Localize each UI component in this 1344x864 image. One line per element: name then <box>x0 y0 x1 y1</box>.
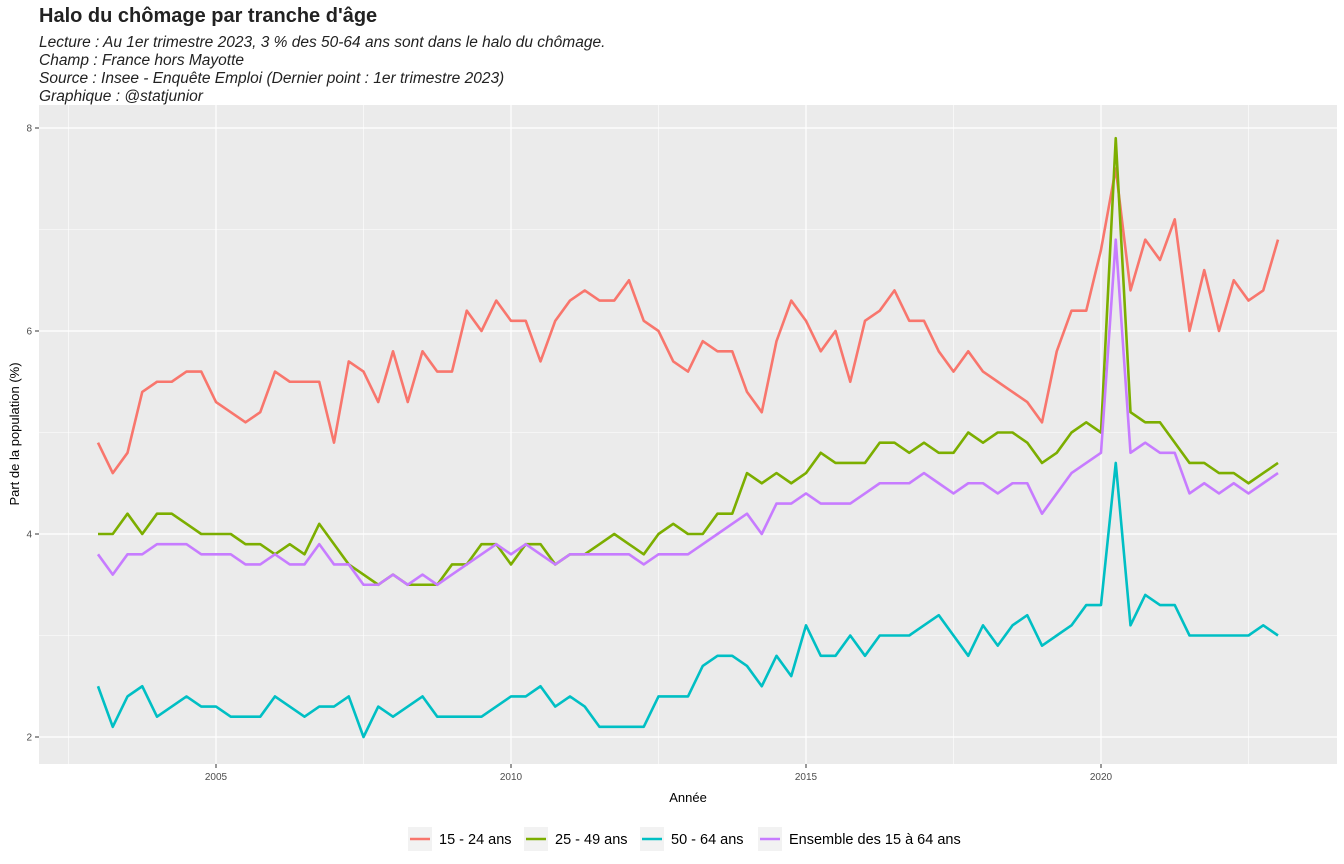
x-axis-title: Année <box>669 790 707 805</box>
series-line-3 <box>96 461 1279 739</box>
x-tick-label: 2005 <box>205 772 228 783</box>
chart-title: Halo du chômage par tranche d'âge <box>39 5 378 27</box>
legend-label: 50 - 64 ans <box>671 832 744 848</box>
series-line-1 <box>96 167 1280 475</box>
legend-item-1: 15 - 24 ans <box>408 827 512 851</box>
subtitle-reading-note: Lecture : Au 1er trimestre 2023, 3 % des… <box>39 34 606 51</box>
x-tick-label: 2015 <box>795 772 818 783</box>
plot-panel <box>39 105 1337 764</box>
x-tick-label: 2010 <box>500 772 523 783</box>
subtitle-credit: Graphique : @statjunior <box>39 88 203 105</box>
y-tick-label: 8 <box>26 124 32 135</box>
axis-ticks: 2005 2010 2015 2020 2 4 6 8 <box>26 124 1112 784</box>
legend-label: 25 - 49 ans <box>555 832 628 848</box>
legend-item-4: Ensemble des 15 à 64 ans <box>758 827 961 851</box>
y-tick-label: 6 <box>26 327 32 338</box>
legend-item-3: 50 - 64 ans <box>640 827 744 851</box>
legend-label: 15 - 24 ans <box>439 832 512 848</box>
x-tick-label: 2020 <box>1090 772 1113 783</box>
y-tick-label: 2 <box>26 733 32 744</box>
series-lines <box>96 136 1280 739</box>
y-tick-label: 4 <box>26 530 32 541</box>
series-line-2 <box>98 136 1279 587</box>
series-line-4 <box>96 238 1279 587</box>
subtitle-scope: Champ : France hors Mayotte <box>39 52 245 69</box>
legend-item-2: 25 - 49 ans <box>524 827 628 851</box>
legend: 15 - 24 ans 25 - 49 ans 50 - 64 ans Ensembl… <box>408 827 961 851</box>
subtitle-source: Source : Insee - Enquête Emploi (Dernier… <box>39 70 505 87</box>
legend-label: Ensemble des 15 à 64 ans <box>789 832 961 848</box>
y-axis-title: Part de la population (%) <box>7 362 22 505</box>
